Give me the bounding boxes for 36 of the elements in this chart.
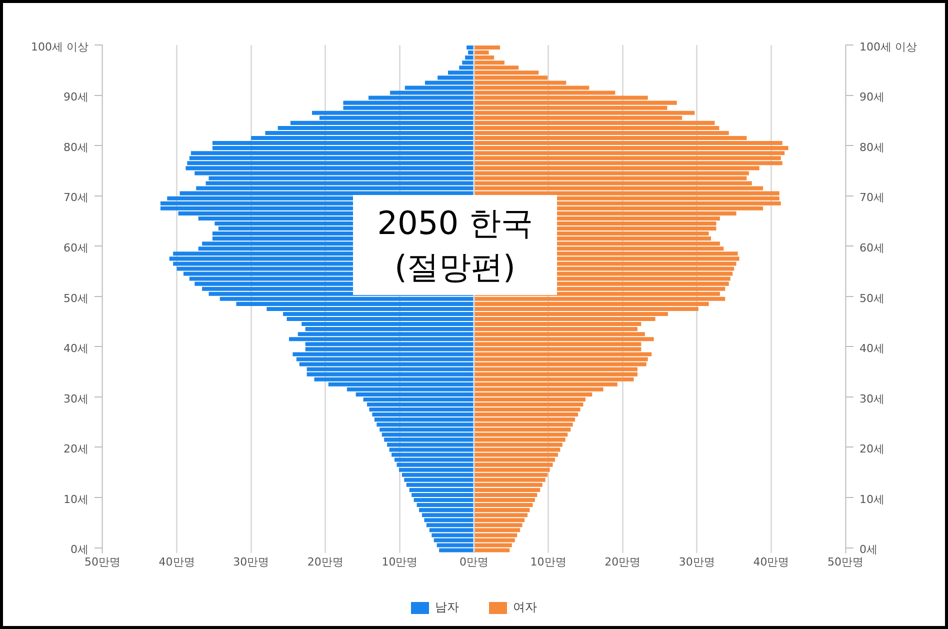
y-tick-label: 60세 xyxy=(860,241,885,254)
x-tick-label: 20만명 xyxy=(604,555,641,568)
legend-label: 남자 xyxy=(435,600,459,614)
category-label: 80세 xyxy=(63,140,88,154)
x-tick-label: 40만명 xyxy=(158,555,195,568)
category-label: 50세 xyxy=(63,292,88,305)
x-tick-label: 50만명 xyxy=(828,555,864,568)
category-label: 0세 xyxy=(70,543,88,556)
x-tick-label: 30만명 xyxy=(678,555,715,568)
x-tick-label: 40만명 xyxy=(753,555,790,568)
y-tick-label: 90세 xyxy=(860,90,885,104)
x-tick-label: 20만명 xyxy=(307,555,344,568)
y-tick-label: 70세 xyxy=(860,191,885,204)
y-tick-label: 100세 이상 xyxy=(860,40,918,54)
annotation: 2050 한국 (절망편) xyxy=(353,195,557,295)
category-label: 90세 xyxy=(63,90,88,104)
category-label: 30세 xyxy=(63,392,88,406)
category-label: 70세 xyxy=(63,191,88,204)
category-label: 40세 xyxy=(63,342,88,356)
category-label: 10세 xyxy=(63,492,88,506)
x-tick-label: 50만명 xyxy=(84,555,120,568)
x-tick-label: 0만명 xyxy=(460,555,488,568)
x-tick-label: 10만명 xyxy=(530,555,566,568)
category-label: 20세 xyxy=(63,442,88,456)
y-tick-label: 30세 xyxy=(860,392,885,406)
y-tick-label: 80세 xyxy=(860,140,885,154)
y-tick-label: 10세 xyxy=(860,492,885,506)
legend-label: 여자 xyxy=(513,600,537,614)
x-tick-label: 10만명 xyxy=(382,555,418,568)
x-tick-label: 30만명 xyxy=(233,555,270,568)
category-label: 60세 xyxy=(63,241,88,254)
y-tick-label: 40세 xyxy=(860,342,885,356)
y-tick-label: 0세 xyxy=(860,543,878,556)
y-tick-label: 20세 xyxy=(860,442,885,456)
y-tick-label: 50세 xyxy=(860,292,885,305)
category-label: 100세 이상 xyxy=(30,40,88,54)
